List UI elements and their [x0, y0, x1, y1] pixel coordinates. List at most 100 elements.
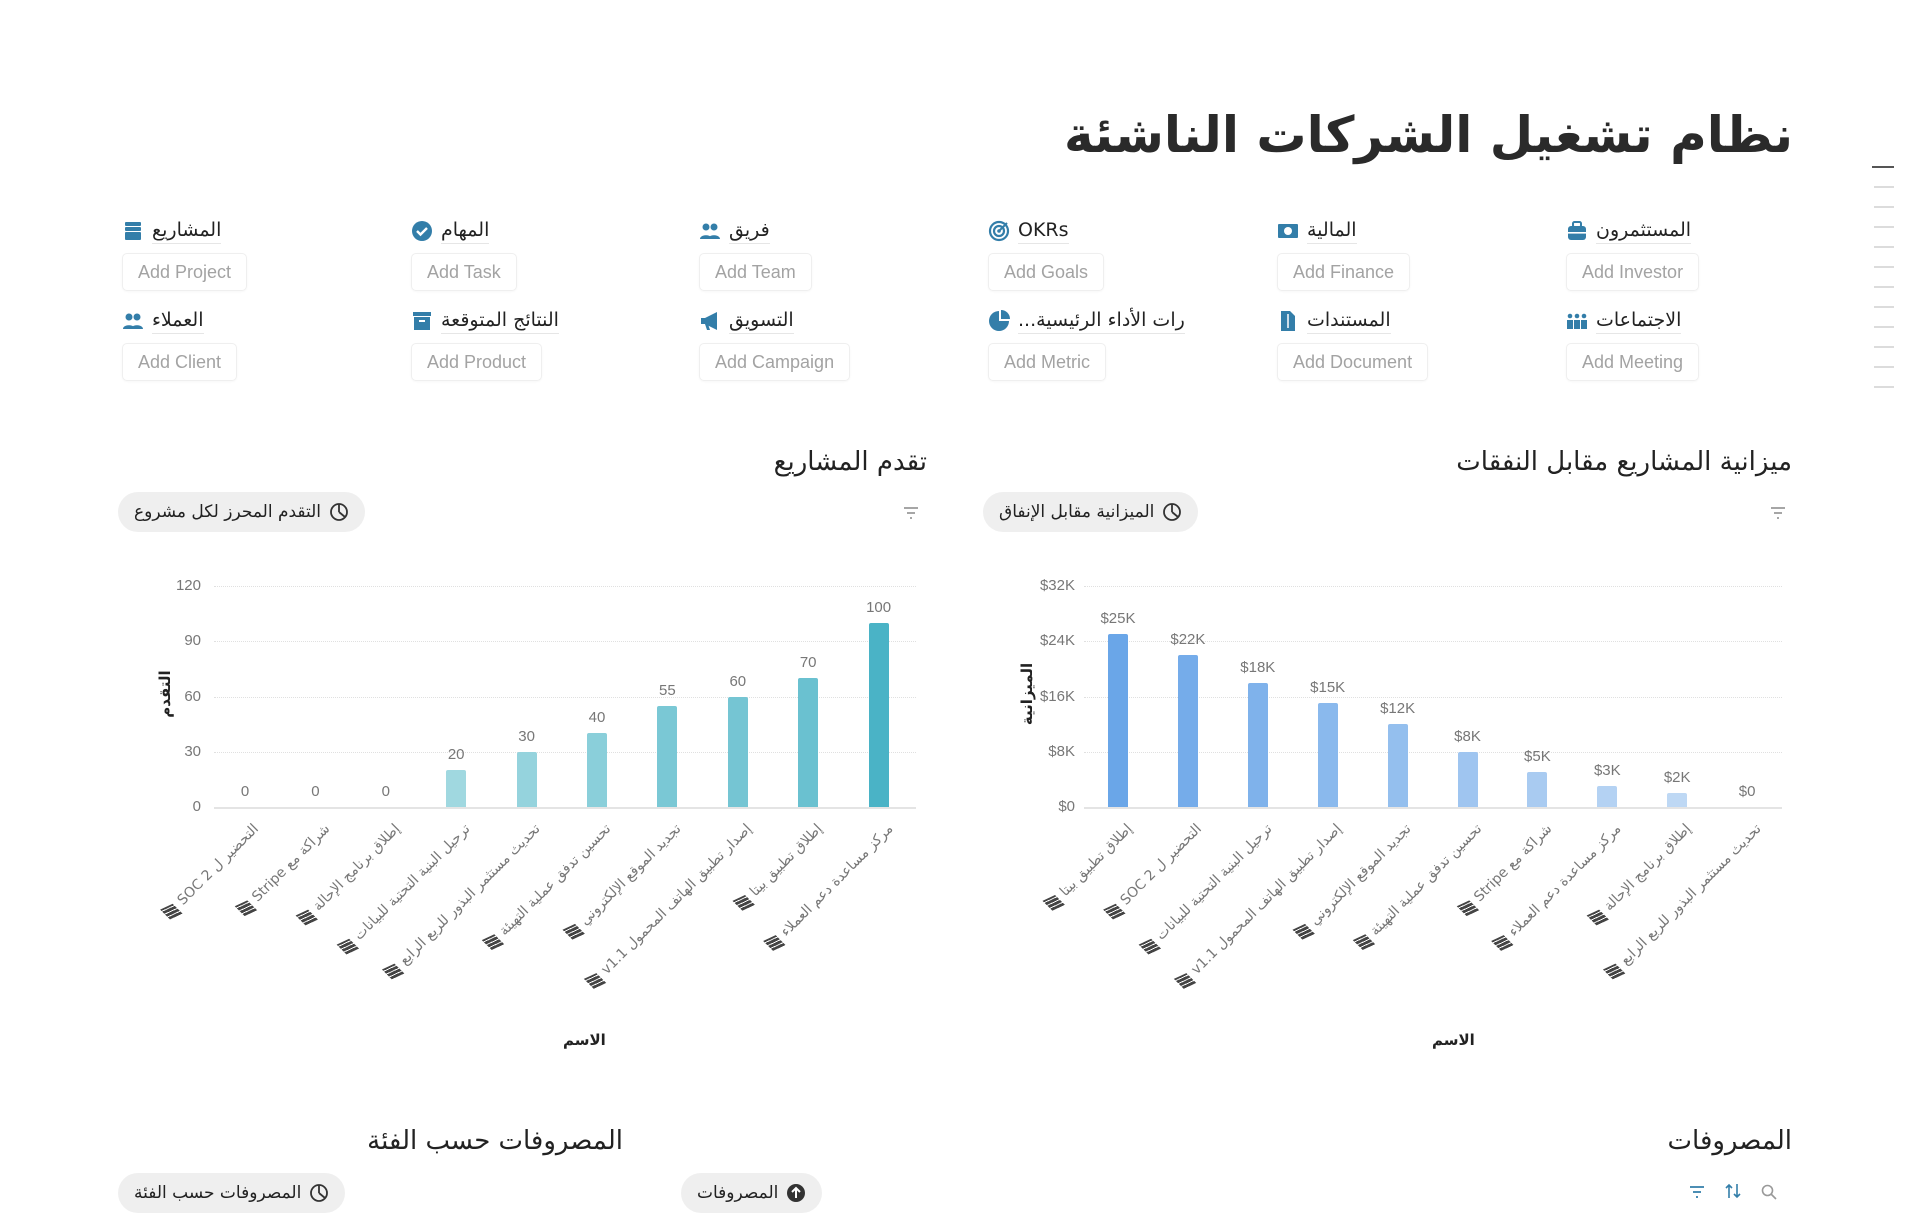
add-button[interactable]: Add Document [1277, 343, 1429, 381]
toc-entry[interactable] [1874, 366, 1894, 368]
x-tick-label: تحديث مستثمر البذور للربع الرابع [1602, 821, 1765, 982]
people-icon [700, 223, 720, 239]
chart-icon [330, 503, 348, 521]
view-label: المصروفات [697, 1183, 779, 1203]
nav-link[interactable]: النتائج المتوقعة [411, 306, 681, 336]
toc-entry[interactable] [1874, 286, 1894, 288]
y-tick-label: 60 [184, 687, 201, 705]
filter-icon[interactable] [1769, 505, 1787, 521]
page-stack-icon [1292, 923, 1316, 940]
toc-entry[interactable] [1874, 186, 1894, 188]
bar [1527, 772, 1548, 807]
nav-link-label: المالية [1307, 219, 1357, 244]
people-icon [123, 313, 143, 329]
budget-view-tab[interactable]: الميزانية مقابل الإنفاق [983, 492, 1199, 532]
view-label: الميزانية مقابل الإنفاق [999, 502, 1155, 522]
search-icon[interactable] [1760, 1183, 1778, 1201]
y-tick-label: 30 [184, 742, 201, 760]
toc-entry[interactable] [1874, 246, 1894, 248]
nav-link[interactable]: المشاريع [122, 216, 392, 246]
y-tick-label: 90 [184, 632, 201, 650]
toc-entry[interactable] [1874, 386, 1894, 388]
gridline [214, 641, 916, 643]
toc-entry[interactable] [1872, 166, 1894, 168]
data-label: $12K [1380, 700, 1416, 718]
add-button[interactable]: Add Meeting [1566, 343, 1700, 381]
nav-link-label: المهام [441, 219, 490, 244]
meeting-icon [1567, 313, 1587, 329]
y-tick-label: $8K [1048, 742, 1075, 760]
bar [1387, 724, 1408, 807]
toc-entry[interactable] [1874, 346, 1894, 348]
add-button[interactable]: Add Team [699, 253, 812, 291]
toc-entry[interactable] [1874, 266, 1894, 268]
category-section-title: المصروفات حسب الفئة [367, 1126, 623, 1156]
nav-card: المالية Add Finance [1277, 216, 1547, 291]
page-stack-icon [1491, 935, 1514, 951]
archive-stack-icon [125, 222, 141, 240]
page-stack-icon [1042, 894, 1065, 911]
filter-icon[interactable] [1688, 1184, 1706, 1200]
nav-link[interactable]: المستثمرون [1566, 216, 1836, 246]
y-tick-label: $0 [1058, 798, 1075, 815]
add-button[interactable]: Add Campaign [699, 343, 851, 381]
nav-card: رات الأداء الرئيسية... Add Metric [988, 306, 1258, 381]
toc-entry[interactable] [1874, 306, 1894, 308]
page-title: نظام تشغيل الشركات الناشئة [1063, 106, 1793, 164]
view-label: التقدم المحرز لكل مشروع [134, 502, 322, 522]
progress-view-tab[interactable]: التقدم المحرز لكل مشروع [118, 492, 366, 532]
add-button[interactable]: Add Investor [1566, 253, 1700, 291]
chart-icon [310, 1184, 329, 1202]
x-axis-line [214, 807, 916, 809]
megaphone-icon [701, 312, 717, 330]
bar [516, 751, 537, 807]
nav-link-label: المستثمرون [1596, 219, 1692, 244]
x-tick-text: تحديث مستثمر البذور للربع الرابع [1617, 821, 1765, 969]
data-label: 0 [381, 783, 390, 800]
bar [587, 733, 607, 807]
nav-link[interactable]: الاجتماعات [1566, 306, 1836, 336]
toc-entry[interactable] [1874, 326, 1894, 328]
category-view-tab[interactable]: المصروفات حسب الفئة [118, 1173, 346, 1213]
x-tick-label: تجديد الموقع الإلكتروني [1292, 821, 1415, 942]
nav-link[interactable]: المهام [411, 216, 681, 246]
check-circle-icon [412, 221, 432, 241]
nav-link[interactable]: المستندات [1277, 306, 1547, 336]
x-tick-text: إصدار تطبيق الهاتف المحمول v1.1 [1188, 821, 1346, 978]
bar [798, 678, 819, 807]
nav-link[interactable]: OKRs [988, 216, 1258, 246]
nav-card: المهام Add Task [411, 216, 681, 291]
nav-link[interactable]: فريق [699, 216, 969, 246]
sort-icon[interactable] [1724, 1182, 1742, 1200]
nav-link-label: النتائج المتوقعة [441, 309, 559, 334]
arrow-up-circle-icon [787, 1184, 806, 1202]
toc-entry[interactable] [1874, 226, 1894, 228]
expenses-view-tab[interactable]: المصروفات [681, 1173, 823, 1213]
add-button[interactable]: Add Project [122, 253, 248, 291]
data-label: 60 [729, 672, 747, 690]
nav-card: المستثمرون Add Investor [1566, 216, 1836, 291]
nav-link[interactable]: رات الأداء الرئيسية... [988, 306, 1258, 336]
nav-link[interactable]: العملاء [122, 306, 392, 336]
x-axis-line [1084, 807, 1782, 809]
add-button[interactable]: Add Goals [988, 253, 1105, 291]
data-label: 55 [659, 681, 676, 699]
progress-chart: 0 30 60 90 120 0 التحضير ل SOC 2 0 شراكة مع Stri… [156, 577, 916, 1049]
nav-card: المشاريع Add Project [122, 216, 392, 291]
bar [657, 705, 678, 807]
nav-link[interactable]: المالية [1277, 216, 1547, 246]
add-button[interactable]: Add Product [411, 343, 543, 381]
target-icon [988, 220, 1010, 242]
x-tick-text: ترحيل البنية التحتية للبيانات [1152, 821, 1276, 944]
bar [1247, 682, 1268, 807]
add-button[interactable]: Add Task [411, 253, 517, 291]
add-button[interactable]: Add Finance [1277, 253, 1411, 291]
add-button[interactable]: Add Metric [988, 343, 1107, 381]
nav-link[interactable]: التسويق [699, 306, 969, 336]
nav-card: النتائج المتوقعة Add Product [411, 306, 681, 381]
y-tick-label: 0 [192, 798, 201, 815]
filter-icon[interactable] [902, 505, 920, 521]
bar [1597, 786, 1618, 807]
add-button[interactable]: Add Client [122, 343, 238, 381]
toc-entry[interactable] [1874, 206, 1894, 208]
